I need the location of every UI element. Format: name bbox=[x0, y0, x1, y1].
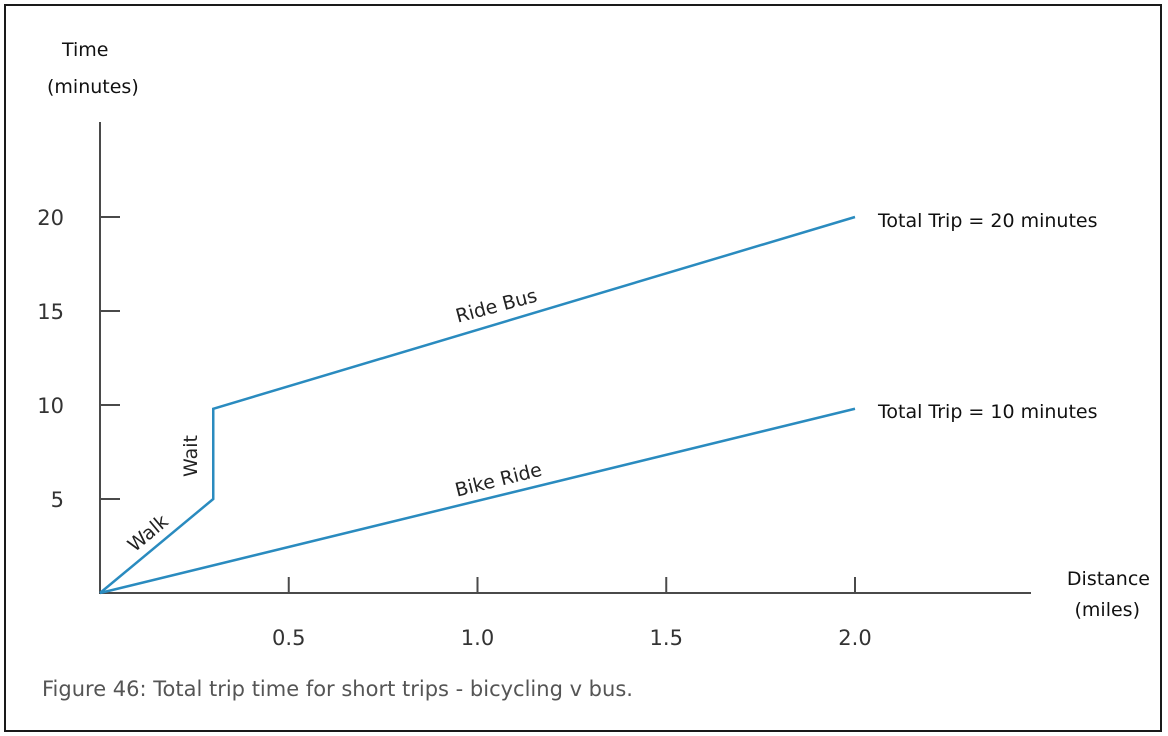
figure-caption: Figure 46: Total trip time for short tri… bbox=[42, 677, 633, 701]
bike-total-trip-label: Total Trip = 10 minutes bbox=[877, 401, 1098, 423]
bus-total-trip-label: Total Trip = 20 minutes bbox=[877, 210, 1098, 232]
y-tick-label: 15 bbox=[37, 300, 64, 324]
y-axis-title-line-1: Time bbox=[61, 39, 109, 61]
x-tick-label: 0.5 bbox=[272, 626, 305, 650]
x-tick-label: 1.0 bbox=[461, 626, 494, 650]
chart-ticks: 0.5 1.0 1.5 2.0 5 10 15 20 bbox=[37, 206, 871, 650]
figure-frame bbox=[4, 4, 1162, 732]
y-tick-label: 5 bbox=[51, 488, 64, 512]
x-axis-title-line-2: (miles) bbox=[1075, 599, 1140, 621]
axis-lines bbox=[99, 122, 1031, 594]
y-tick-label: 10 bbox=[37, 394, 64, 418]
bike-trip-line bbox=[99, 407, 856, 595]
x-axis-title-line-1: Distance bbox=[1067, 568, 1150, 590]
bus-trip-line bbox=[99, 215, 856, 594]
chart-axes bbox=[99, 122, 1031, 594]
y-tick-label: 20 bbox=[37, 206, 64, 230]
chart-series bbox=[99, 215, 856, 595]
y-axis-title-line-2: (minutes) bbox=[47, 76, 139, 98]
x-tick-label: 2.0 bbox=[838, 626, 871, 650]
x-tick-label: 1.5 bbox=[650, 626, 683, 650]
walk-segment-label: Walk bbox=[124, 510, 173, 556]
wait-segment-label: Wait bbox=[180, 435, 202, 477]
ride-bus-segment-label: Ride Bus bbox=[453, 285, 539, 328]
